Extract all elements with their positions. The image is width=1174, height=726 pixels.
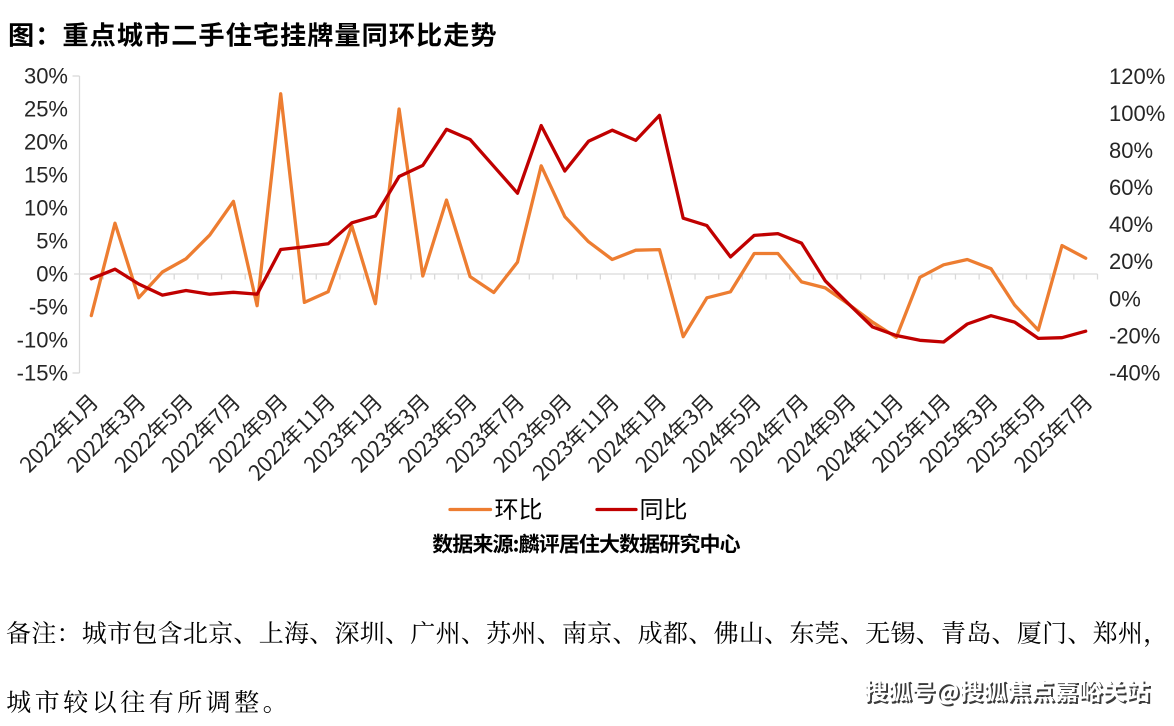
svg-text:-10%: -10% xyxy=(17,328,68,353)
svg-text:0%: 0% xyxy=(36,262,68,287)
svg-text:60%: 60% xyxy=(1109,175,1153,200)
svg-text:-15%: -15% xyxy=(17,361,68,386)
svg-text:80%: 80% xyxy=(1109,138,1153,163)
svg-text:-40%: -40% xyxy=(1109,360,1160,385)
svg-text:-20%: -20% xyxy=(1109,323,1160,348)
svg-text:15%: 15% xyxy=(24,163,68,188)
svg-text:40%: 40% xyxy=(1109,212,1153,237)
svg-text:100%: 100% xyxy=(1109,101,1165,126)
svg-text:10%: 10% xyxy=(24,196,68,221)
svg-text:5%: 5% xyxy=(36,229,68,254)
svg-text:0%: 0% xyxy=(1109,286,1141,311)
svg-text:-5%: -5% xyxy=(29,295,68,320)
svg-text:20%: 20% xyxy=(24,130,68,155)
svg-text:30%: 30% xyxy=(24,64,68,89)
svg-text:20%: 20% xyxy=(1109,249,1153,274)
svg-text:120%: 120% xyxy=(1109,64,1165,89)
svg-text:25%: 25% xyxy=(24,97,68,122)
